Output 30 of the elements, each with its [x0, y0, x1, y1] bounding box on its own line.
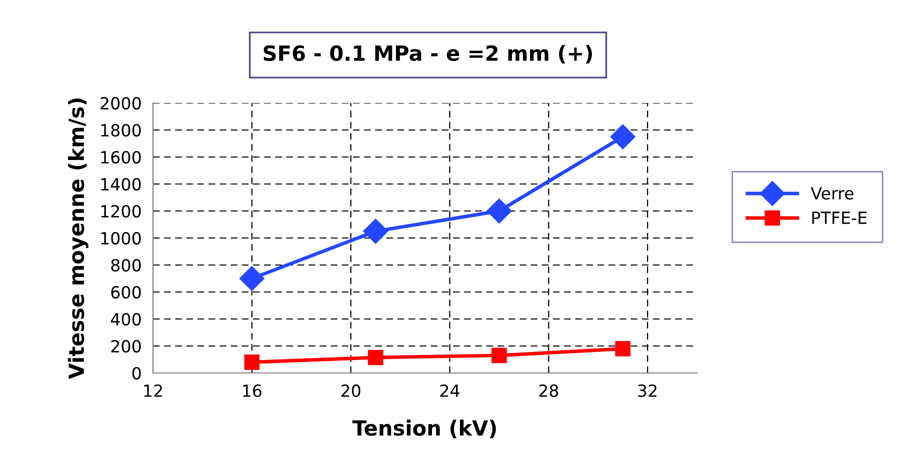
- y-tick-label: 800: [111, 258, 141, 272]
- y-tick-label: 1400: [101, 178, 141, 191]
- point: [486, 198, 512, 224]
- x-tick-label: 32: [638, 384, 656, 398]
- x-tick-label: 16: [243, 384, 262, 398]
- y-tick-label: 0: [132, 366, 141, 380]
- y-tick-label: 1000: [101, 232, 141, 245]
- y-axis-title: Vitesse moyenne (km/s): [68, 98, 88, 380]
- x-tick-label: 12: [144, 384, 162, 397]
- point: [615, 341, 630, 356]
- point: [492, 348, 507, 364]
- y-tick-label: 1800: [101, 124, 141, 137]
- point: [239, 266, 264, 291]
- point: [244, 354, 260, 370]
- chart-title: SF6 - 0.1 MPa - e =2 mm (+): [264, 44, 592, 64]
- point: [610, 124, 636, 150]
- x-tick-label: 20: [341, 384, 360, 398]
- y-tick-label: 600: [111, 286, 141, 299]
- point: [368, 350, 384, 366]
- y-tick-label: 1200: [101, 204, 141, 218]
- legend-label: Verre: [810, 187, 854, 200]
- x-tick-label: 24: [440, 384, 460, 397]
- y-tick-label: 1600: [101, 150, 141, 164]
- legend-label: PTFE-E: [812, 212, 866, 224]
- y-tick-label: 400: [110, 312, 141, 326]
- point: [363, 218, 388, 244]
- y-tick-label: 2000: [100, 96, 141, 110]
- x-tick-label: 28: [539, 384, 558, 398]
- y-tick-label: 200: [111, 340, 141, 353]
- x-axis-title: Tension (kV): [352, 420, 496, 438]
